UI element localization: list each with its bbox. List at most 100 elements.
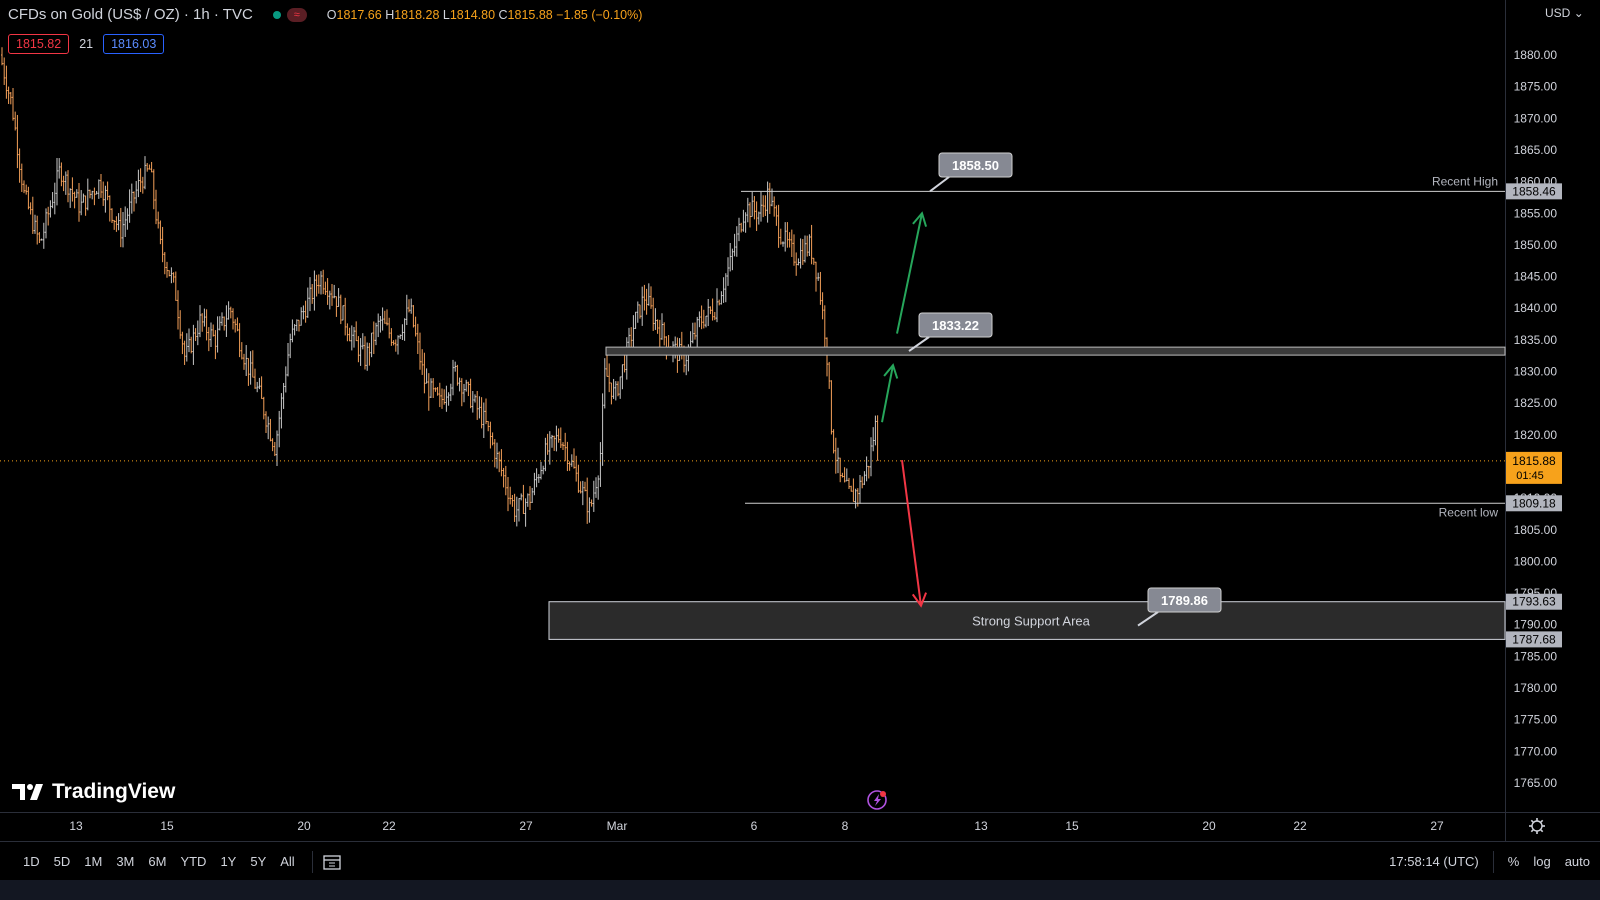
price-tick-label: 1870.00 (1514, 111, 1558, 125)
ohlc-bar (185, 333, 188, 362)
price-callout-2[interactable]: 1833.22 (908, 312, 993, 352)
ohlc-bar (410, 298, 413, 314)
time-tick-label: 15 (1065, 819, 1079, 833)
price-axis[interactable]: 1880.001875.001870.001865.001860.001855.… (1506, 48, 1562, 790)
ohlc-bar (709, 306, 712, 315)
ohlc-bar (691, 322, 694, 344)
wave-icon[interactable]: ≈ (286, 7, 307, 22)
ohlc-bar (808, 234, 811, 257)
ohlc-bar (447, 392, 450, 406)
up-arrow-2[interactable] (881, 363, 899, 423)
ohlc-bar (540, 461, 542, 480)
ohlc-bar (53, 182, 56, 215)
ohlc-bar (456, 364, 459, 386)
ohlc-bar (201, 313, 204, 332)
ohlc-bar (23, 180, 25, 194)
quote-panel[interactable]: 1815.82 21 1816.03 (8, 34, 165, 54)
price-callout-3[interactable]: 1789.86 (1137, 587, 1222, 627)
log-toggle[interactable]: log (1533, 854, 1551, 869)
price-tick-label: 1775.00 (1514, 713, 1558, 727)
ohlc-bar (45, 208, 47, 239)
badge-bg (1506, 495, 1562, 512)
price-badge[interactable]: 1787.68 (1506, 631, 1562, 648)
ohlc-bar (621, 364, 624, 390)
auto-toggle[interactable]: auto (1564, 854, 1590, 869)
time-axis[interactable]: 13 15 20 22 27 Mar 6 8 13 15 20 22 27 (69, 819, 1444, 833)
ohlc-bar (214, 330, 217, 360)
range-all-button[interactable]: All (280, 854, 295, 869)
price-badge[interactable]: 1809.18 (1506, 495, 1562, 512)
resistance-zone[interactable] (605, 346, 1506, 356)
ohlc-bar (639, 304, 641, 319)
ohlc-bar (623, 355, 626, 373)
tradingview-logo[interactable]: TradingView (12, 780, 175, 804)
support-zone[interactable] (548, 601, 1506, 640)
ohlc-bar (705, 315, 707, 328)
range-5y-button[interactable]: 5Y (250, 854, 267, 869)
range-ytd-button[interactable]: YTD (180, 854, 207, 869)
ohlc-bar (531, 487, 534, 504)
toolbar-divider (311, 850, 313, 873)
ohlc-bar (135, 181, 138, 204)
percent-toggle[interactable]: % (1507, 854, 1520, 869)
current-price-badge[interactable]: 1815.88 01:45 (1506, 451, 1562, 484)
range-1m-button[interactable]: 1M (84, 854, 103, 869)
utc-clock[interactable]: 17:58:14 (UTC) (1389, 854, 1479, 869)
ohlc-bar (416, 323, 419, 354)
up-arrow-1[interactable] (896, 211, 928, 334)
ohlc-bar (443, 389, 446, 405)
ohlc-bar (254, 368, 256, 389)
ohlc-bar (113, 219, 116, 230)
ohlc-bar (155, 189, 157, 225)
bottom-toolbar[interactable]: 1D 5D 1M 3M 6M YTD 1Y 5Y All 17:58:14 (U… (0, 841, 1600, 881)
ohlc-bar (579, 481, 582, 494)
ohlc-bar (3, 57, 6, 85)
ohlc-bar (661, 313, 663, 340)
range-5d-button[interactable]: 5D (53, 854, 71, 869)
ohlc-bar (555, 425, 558, 452)
ohlc-bar (663, 322, 666, 346)
callout-pointer (929, 176, 950, 193)
ohlc-bar (372, 321, 375, 355)
ohlc-bar (452, 359, 454, 396)
time-tick-label: 20 (1202, 819, 1216, 833)
ohlc-bar (192, 324, 195, 365)
ohlc-bar (93, 187, 96, 206)
gear-icon[interactable] (1529, 818, 1545, 834)
ohlc-bar (485, 398, 487, 425)
ohlc-bar (724, 273, 727, 303)
ohlc-bar (617, 381, 619, 397)
ohlc-bar (592, 480, 595, 512)
ohlc-bar (359, 338, 362, 366)
price-badge[interactable]: 1793.63 (1506, 593, 1562, 610)
price-callout-1[interactable]: 1858.50 (929, 152, 1013, 193)
callout-pointer (1137, 611, 1159, 627)
time-tick-label: 13 (974, 819, 988, 833)
range-6m-button[interactable]: 6M (148, 854, 167, 869)
buy-price-button[interactable]: 1816.03 (103, 34, 165, 54)
arrow-shaft (901, 459, 922, 606)
lightning-icon[interactable] (867, 790, 887, 810)
ohlc-bar (423, 352, 426, 394)
range-buttons[interactable]: 1D 5D 1M 3M 6M YTD 1Y 5Y All (16, 854, 302, 869)
down-arrow-3[interactable] (901, 459, 927, 608)
ohlc-bar (339, 294, 342, 325)
ohlc-bar (647, 283, 650, 306)
ohlc-bar (14, 111, 17, 131)
range-1y-button[interactable]: 1Y (220, 854, 237, 869)
bar-countdown: 01:45 (1516, 470, 1544, 482)
price-badge[interactable]: 1858.46 (1506, 183, 1562, 200)
range-1d-button[interactable]: 1D (23, 854, 40, 869)
sell-price-button[interactable]: 1815.82 (8, 34, 70, 54)
ohlc-bar (619, 376, 622, 399)
currency-selector[interactable]: USD ⌄ (1545, 6, 1584, 20)
ohlc-bar (782, 241, 784, 247)
ohlc-bar (854, 488, 857, 509)
date-range-icon[interactable] (323, 854, 341, 870)
range-3m-button[interactable]: 3M (116, 854, 135, 869)
ohlc-bar (843, 467, 846, 483)
drawing-overlays[interactable]: Recent High Recent low Strong Support Area… (0, 152, 1506, 640)
symbol-legend[interactable]: CFDs on Gold (US$ / OZ) · 1h · TVC ≈ O18… (8, 6, 642, 23)
symbol-title[interactable]: CFDs on Gold (US$ / OZ) · 1h · TVC (8, 6, 253, 23)
